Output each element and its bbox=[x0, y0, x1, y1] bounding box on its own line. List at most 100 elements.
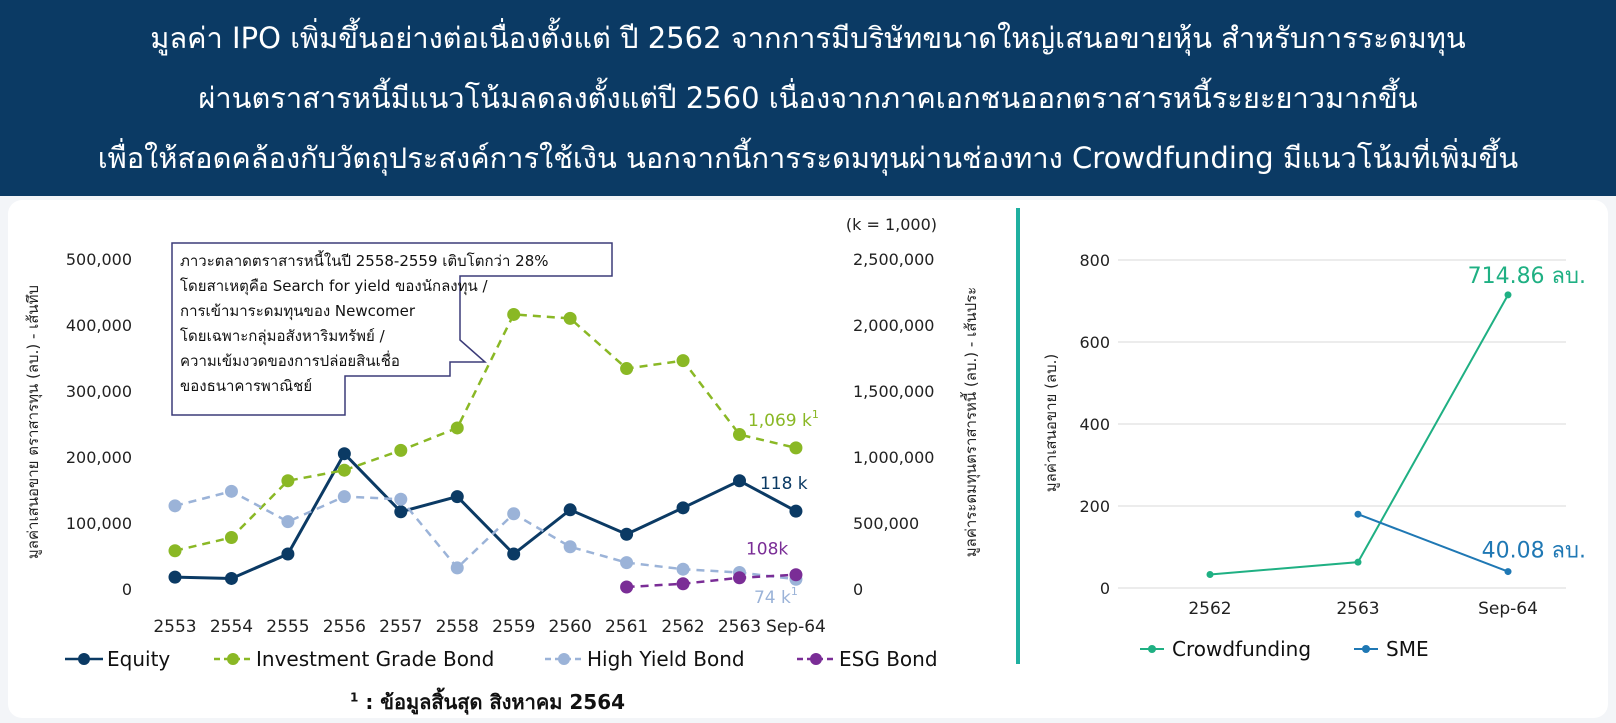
data-point-equity bbox=[620, 527, 634, 541]
x-tick-label: Sep-64 bbox=[1478, 599, 1538, 619]
data-point-investment-grade-bond bbox=[224, 531, 238, 545]
footnote-marker: 1 bbox=[350, 690, 359, 705]
right-y-tick-label: 0 bbox=[853, 580, 863, 599]
data-point-equity bbox=[789, 504, 803, 518]
data-point-high-yield-bond bbox=[168, 499, 182, 513]
data-point-esg-bond bbox=[676, 577, 690, 591]
right-y-tick-label: 500,000 bbox=[853, 514, 919, 533]
legend-swatch-marker-equity bbox=[78, 653, 90, 665]
y-tick-label: 800 bbox=[1079, 251, 1110, 270]
data-label-superscript: 1 bbox=[791, 585, 798, 598]
y-tick-label: 0 bbox=[1100, 579, 1110, 598]
data-point-esg-bond bbox=[789, 568, 803, 582]
data-point-investment-grade-bond bbox=[281, 474, 295, 488]
annotation-line: ของธนาคารพาณิชย์ bbox=[180, 377, 312, 395]
x-tick-label: 2563 bbox=[718, 617, 761, 637]
x-tick-label: 2560 bbox=[549, 617, 592, 637]
legend-label-crowdfunding: Crowdfunding bbox=[1172, 637, 1311, 661]
left-y-tick-label: 400,000 bbox=[66, 316, 132, 335]
data-point-esg-bond bbox=[733, 571, 746, 585]
right-y-tick-label: 2,000,000 bbox=[853, 316, 934, 335]
footnote: 1 : ข้อมูลสิ้นสุด สิงหาคม 2564 bbox=[350, 686, 625, 718]
chart-divider bbox=[1016, 208, 1020, 664]
header-line-2: ผ่านตราสารหนี้มีแนวโน้มลดลงตั้งแต่ปี 256… bbox=[198, 81, 1418, 115]
legend-label-equity: Equity bbox=[107, 647, 170, 671]
data-label-sme: 40.08 ลบ. bbox=[1482, 539, 1586, 564]
right-y-tick-label: 2,500,000 bbox=[853, 250, 934, 269]
data-point-esg-bond bbox=[620, 580, 634, 594]
data-point-equity bbox=[450, 490, 464, 504]
data-point-equity bbox=[337, 447, 351, 461]
legend-swatch-marker-sme bbox=[1362, 645, 1370, 653]
annotation-line: การเข้ามาระดมทุนของ Newcomer bbox=[180, 302, 416, 321]
y-tick-label: 200 bbox=[1079, 497, 1110, 516]
data-point-equity bbox=[733, 474, 746, 488]
y-tick-label: 600 bbox=[1079, 333, 1110, 352]
crowdfunding-sme-chart: 0 200 400 600 800 มูลค่าเสนอขาย (ลบ.) 2562 2563… bbox=[1042, 251, 1586, 661]
series-line-equity bbox=[174, 451, 797, 580]
left-y-tick-label: 0 bbox=[122, 580, 132, 599]
series-line-high-yield-bond bbox=[174, 489, 797, 581]
data-point-high-yield-bond bbox=[281, 515, 295, 529]
x-tick-label: 2563 bbox=[1336, 599, 1379, 619]
series-line-esg-bond bbox=[626, 573, 797, 589]
data-point-investment-grade-bond bbox=[676, 354, 690, 368]
header-line-1: มูลค่า IPO เพิ่มขึ้นอย่างต่อเนื่องตั้งแต… bbox=[150, 21, 1466, 55]
data-point-high-yield-bond bbox=[337, 490, 351, 504]
data-point-equity bbox=[168, 570, 182, 584]
legend-label-high-yield-bond: High Yield Bond bbox=[587, 647, 745, 671]
series-line-sme bbox=[1357, 513, 1509, 573]
data-point-crowdfunding bbox=[1206, 570, 1214, 578]
data-point-investment-grade-bond bbox=[168, 544, 182, 558]
data-point-equity bbox=[224, 571, 238, 585]
annotation-line: ภาวะตลาดตราสารหนี้ในปี 2558-2559 เติบโตก… bbox=[180, 250, 549, 270]
data-label-esg-bond: 108k bbox=[746, 540, 788, 560]
annotation-callout: ภาวะตลาดตราสารหนี้ในปี 2558-2559 เติบโตก… bbox=[171, 242, 613, 416]
capital-raising-chart: (k = 1,000) 0 100,000 200,000 300,000 400,000… bbox=[24, 215, 981, 671]
data-point-crowdfunding bbox=[1504, 291, 1512, 299]
data-label-high-yield-bond: 74 k1 bbox=[754, 585, 798, 608]
header-banner: มูลค่า IPO เพิ่มขึ้นอย่างต่อเนื่องตั้งแต… bbox=[0, 0, 1616, 196]
x-tick-label: 2556 bbox=[323, 617, 366, 637]
right-y-tick-label: 1,000,000 bbox=[853, 448, 934, 467]
legend-swatch-marker-crowdfunding bbox=[1148, 645, 1156, 653]
data-label-equity: 118 k bbox=[760, 474, 808, 494]
legend-swatch-marker-esg-bond bbox=[810, 653, 822, 665]
x-tick-label: 2559 bbox=[492, 617, 535, 637]
data-point-high-yield-bond bbox=[620, 556, 634, 570]
series-line-crowdfunding bbox=[1209, 294, 1509, 576]
data-point-sme bbox=[1354, 510, 1362, 518]
data-point-investment-grade-bond bbox=[507, 307, 521, 321]
legend-label-investment-grade-bond: Investment Grade Bond bbox=[256, 647, 494, 671]
data-point-high-yield-bond bbox=[563, 540, 577, 554]
data-point-high-yield-bond bbox=[507, 507, 521, 521]
x-tick-label: 2557 bbox=[379, 617, 422, 637]
data-point-equity bbox=[563, 503, 577, 517]
footnote-text: : ข้อมูลสิ้นสุด สิงหาคม 2564 bbox=[358, 690, 626, 714]
data-point-investment-grade-bond bbox=[563, 311, 577, 325]
left-y-tick-label: 200,000 bbox=[66, 448, 132, 467]
right-y-axis-label: มูลค่าระดมทุนตราสารหนี้ (ลบ.) - เส้นประ bbox=[960, 287, 981, 558]
data-point-equity bbox=[676, 501, 690, 515]
x-tick-label: 2562 bbox=[661, 617, 704, 637]
left-y-tick-label: 100,000 bbox=[66, 514, 132, 533]
legend-label-esg-bond: ESG Bond bbox=[839, 647, 938, 671]
left-y-tick-label: 500,000 bbox=[66, 250, 132, 269]
data-point-high-yield-bond bbox=[394, 492, 408, 506]
data-point-high-yield-bond bbox=[450, 561, 464, 575]
data-point-high-yield-bond bbox=[676, 562, 690, 576]
data-point-investment-grade-bond bbox=[450, 421, 464, 435]
y-axis-label: มูลค่าเสนอขาย (ลบ.) bbox=[1042, 354, 1060, 493]
right-y-tick-label: 1,500,000 bbox=[853, 382, 934, 401]
data-point-equity bbox=[281, 547, 295, 561]
data-label-investment-grade-bond: 1,069 k1 bbox=[748, 408, 819, 431]
x-tick-label: 2555 bbox=[266, 617, 309, 637]
left-y-axis-label: มูลค่าเสนอขาย ตราสารทุน (ลบ.) - เส้นทึบ bbox=[24, 285, 43, 559]
x-tick-label: 2554 bbox=[210, 617, 253, 637]
data-label-crowdfunding: 714.86 ลบ. bbox=[1468, 264, 1586, 289]
data-point-investment-grade-bond bbox=[394, 443, 408, 457]
x-tick-label: 2558 bbox=[436, 617, 479, 637]
data-label-superscript: 1 bbox=[812, 408, 819, 421]
legend-label-sme: SME bbox=[1386, 637, 1429, 661]
annotation-line: ความเข้มงวดของการปล่อยสินเชื่อ bbox=[180, 350, 400, 370]
